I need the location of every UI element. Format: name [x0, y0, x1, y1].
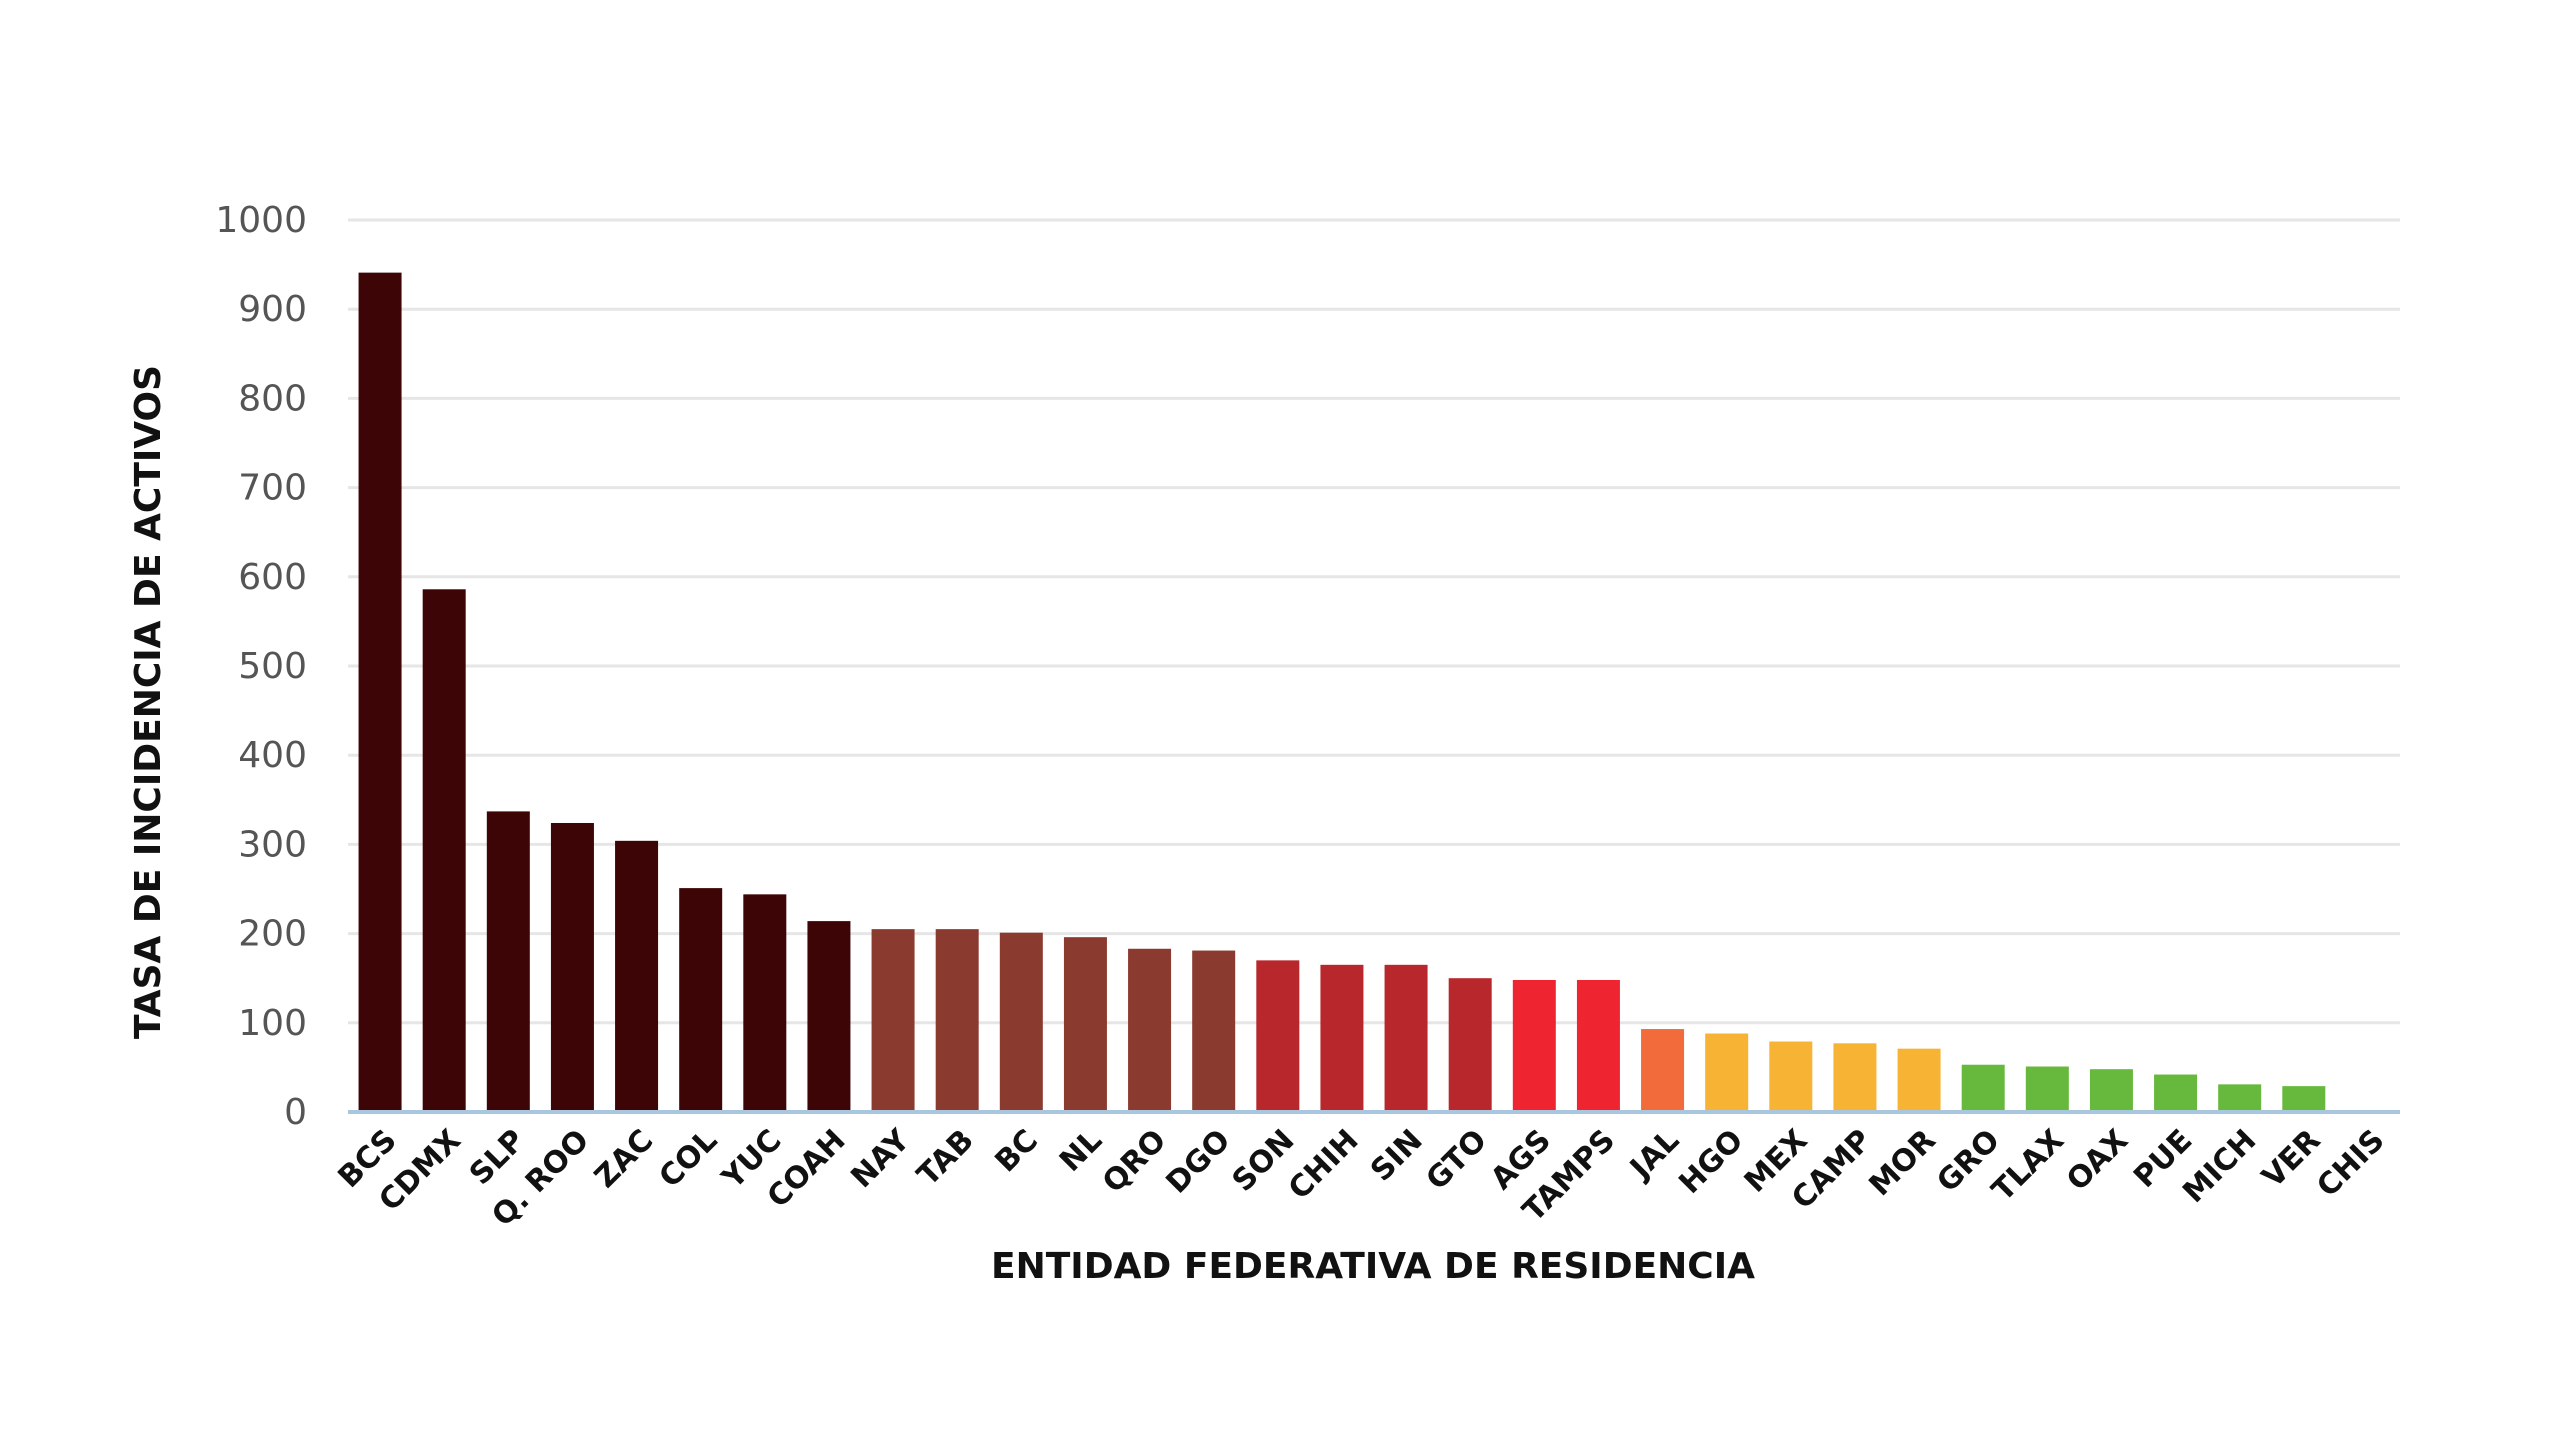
y-tick-label: 700 — [238, 468, 307, 509]
bar-ver — [2282, 1086, 2326, 1112]
x-tick-label: QRO — [1096, 1123, 1173, 1200]
bar-mor — [1897, 1048, 1941, 1112]
y-tick-label: 1000 — [215, 200, 307, 241]
x-tick-label: ZAC — [588, 1123, 660, 1195]
bar-yuc — [743, 894, 787, 1112]
bar-mex — [1769, 1041, 1813, 1112]
bar-dgo — [1192, 950, 1236, 1112]
x-tick-label: COL — [652, 1123, 724, 1195]
y-tick-label: 600 — [238, 557, 307, 598]
y-tick-label: 800 — [238, 378, 307, 419]
x-tick-label: TAB — [911, 1123, 981, 1193]
bar-camp — [1833, 1043, 1877, 1112]
bar-ags — [1512, 979, 1556, 1112]
bar-gto — [1448, 978, 1492, 1112]
bar-nl — [1063, 937, 1107, 1112]
bar-zac — [615, 840, 659, 1112]
y-tick-label: 400 — [238, 735, 307, 776]
bar-tamps — [1576, 979, 1620, 1112]
bar-coah — [807, 921, 851, 1112]
bar-chih — [1320, 964, 1364, 1112]
bar-qro — [1128, 948, 1172, 1112]
y-tick-label: 900 — [238, 289, 307, 330]
bar-mich — [2218, 1084, 2262, 1112]
bar-slp — [486, 811, 530, 1112]
x-tick-label: MICH — [2176, 1123, 2263, 1210]
bar-gro — [1961, 1064, 2005, 1112]
bar-col — [679, 888, 723, 1112]
bar-bcs — [358, 272, 402, 1112]
bars — [358, 272, 2390, 1114]
y-tick-label: 500 — [238, 646, 307, 687]
x-tick-label: DGO — [1160, 1123, 1238, 1201]
x-tick-label: TLAX — [1985, 1123, 2071, 1209]
bar-son — [1256, 960, 1300, 1112]
bar-cdmx — [422, 589, 466, 1112]
x-tick-label: CHIH — [1282, 1123, 1366, 1207]
y-tick-label: 100 — [238, 1003, 307, 1044]
y-axis-title: TASA DE INCIDENCIA DE ACTIVOS — [128, 365, 169, 1039]
bar-oax — [2089, 1069, 2133, 1112]
bar-hgo — [1705, 1033, 1749, 1112]
x-tick-label: NAY — [844, 1122, 917, 1195]
bar-nay — [871, 929, 915, 1112]
x-tick-label: SIN — [1364, 1123, 1430, 1189]
y-tick-label: 0 — [284, 1092, 307, 1133]
y-tick-label: 200 — [238, 914, 307, 955]
x-tick-label: OAX — [2060, 1123, 2135, 1198]
bar-qroo — [550, 822, 594, 1112]
x-tick-label: CHIS — [2310, 1123, 2391, 1204]
y-tick-labels: 0 100 200 300 400 500 600 700 800 900 1000 — [215, 200, 307, 1133]
x-axis-title: ENTIDAD FEDERATIVA DE RESIDENCIA — [991, 1246, 1755, 1287]
x-tick-label: MOR — [1862, 1123, 1942, 1203]
x-tick-label: HGO — [1672, 1123, 1750, 1201]
y-tick-label: 300 — [238, 824, 307, 865]
bar-jal — [1641, 1029, 1685, 1112]
x-tick-label: GTO — [1420, 1123, 1494, 1197]
bar-tab — [935, 929, 979, 1112]
bar-tlax — [2025, 1066, 2069, 1112]
bar-pue — [2154, 1074, 2198, 1112]
bar-bc — [999, 932, 1043, 1112]
x-tick-label: BC — [988, 1123, 1044, 1179]
bar-sin — [1384, 964, 1428, 1112]
